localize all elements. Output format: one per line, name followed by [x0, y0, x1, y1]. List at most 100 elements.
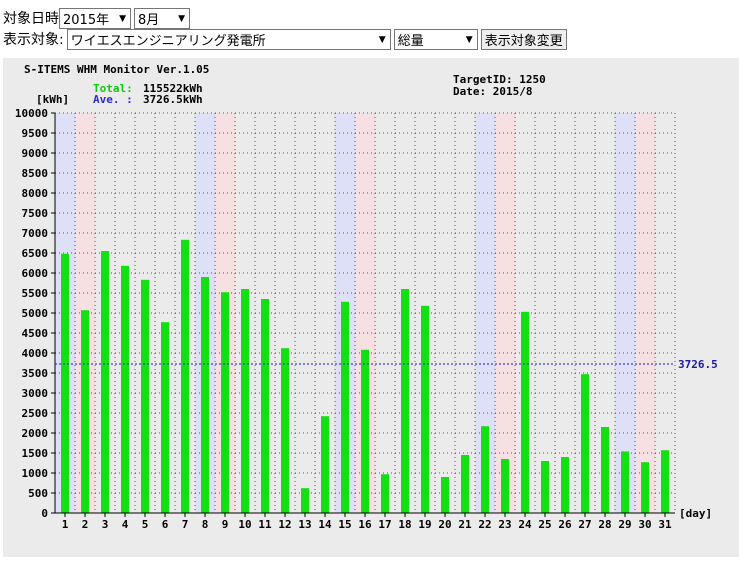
x-tick-label: 31 [658, 518, 672, 531]
bar-day-31 [661, 450, 669, 513]
bar-day-4 [121, 265, 129, 513]
target-select[interactable]: ワイエスエンジニアリング発電所 ▼ [66, 29, 391, 50]
y-tick-label: 7500 [22, 207, 49, 220]
year-select[interactable]: 2015年 ▼ [59, 8, 131, 29]
x-tick-label: 21 [458, 518, 472, 531]
total-value: 115522kWh [143, 82, 203, 95]
y-tick-label: 2500 [22, 407, 49, 420]
bar-day-9 [221, 292, 229, 513]
year-select-value: 2015年 [63, 13, 110, 28]
chevron-down-icon: ▼ [178, 13, 185, 24]
x-tick-label: 1 [62, 518, 69, 531]
x-tick-labels: 1 2 3 4 5 6 7 8 9 10 11 12 13 14 15 16 17 18 19 20 21 22 23 24 2… [62, 513, 672, 531]
chart-svg: 0 500 1000 1500 2000 2500 3000 3500 4000 4500 5000… [3, 58, 739, 557]
bar-day-2 [81, 310, 89, 513]
y-tick-label: 2000 [22, 427, 49, 440]
y-tick-label: 500 [28, 487, 48, 500]
x-tick-label: 10 [238, 518, 251, 531]
chevron-down-icon: ▼ [465, 34, 473, 45]
target-select-value: ワイエスエンジニアリング発電所 [70, 34, 266, 49]
bar-day-1 [61, 253, 69, 514]
total-label: Total: [93, 82, 133, 95]
x-tick-label: 26 [558, 518, 572, 531]
y-tick-labels: 0 500 1000 1500 2000 2500 3000 3500 4000 4500 5000… [15, 107, 55, 520]
x-tick-label: 19 [418, 518, 431, 531]
x-tick-label: 9 [222, 518, 229, 531]
y-tick-label: 1000 [22, 467, 49, 480]
bar-day-7 [181, 239, 189, 514]
x-tick-label: 13 [298, 518, 311, 531]
y-tick-label: 7000 [22, 227, 49, 240]
bar-day-5 [141, 279, 149, 513]
chart-title: S-ITEMS WHM Monitor Ver.1.05 [24, 63, 209, 76]
x-tick-label: 17 [378, 518, 391, 531]
bar-day-8 [201, 277, 209, 513]
bar-day-20 [441, 477, 449, 513]
bar-day-29 [621, 451, 629, 513]
month-select[interactable]: 8月 ▼ [134, 8, 190, 29]
bar-day-24 [521, 311, 529, 513]
bar-day-11 [261, 299, 269, 513]
bar-day-22 [481, 426, 489, 513]
y-tick-label: 8500 [22, 167, 49, 180]
x-tick-label: 8 [202, 518, 209, 531]
x-tick-label: 23 [498, 518, 511, 531]
y-tick-label: 3000 [22, 387, 49, 400]
y-tick-label: 4000 [22, 347, 49, 360]
chart-date-text: Date: 2015/8 [453, 85, 532, 98]
target-id-text: TargetID: 1250 [453, 73, 546, 86]
x-tick-label: 27 [578, 518, 591, 531]
bar-day-12 [281, 348, 289, 513]
x-tick-label: 25 [538, 518, 551, 531]
y-tick-label: 6000 [22, 267, 49, 280]
x-tick-label: 16 [358, 518, 372, 531]
chevron-down-icon: ▼ [119, 13, 126, 24]
change-target-button[interactable]: 表示対象変更 [480, 29, 567, 50]
chart-panel: 0 500 1000 1500 2000 2500 3000 3500 4000 4500 5000… [0, 58, 739, 557]
y-axis-label: [kWh] [36, 93, 69, 106]
y-tick-label: 5500 [22, 287, 49, 300]
y-tick-label: 3500 [22, 367, 49, 380]
bar-day-28 [601, 427, 609, 513]
bar-day-16 [361, 349, 369, 513]
bar-series [61, 239, 669, 514]
metric-select[interactable]: 総量 ▼ [393, 29, 478, 50]
x-tick-label: 24 [518, 518, 532, 531]
bar-day-15 [341, 301, 349, 513]
bar-day-21 [461, 455, 469, 513]
x-tick-label: 3 [102, 518, 109, 531]
bar-day-27 [581, 374, 589, 513]
y-tick-label: 9500 [22, 127, 49, 140]
target-label: 表示対象: [3, 31, 64, 48]
month-select-value: 8月 [138, 13, 160, 28]
x-tick-label: 6 [162, 518, 169, 531]
x-tick-label: 14 [318, 518, 332, 531]
bar-day-14 [321, 416, 329, 513]
x-tick-label: 29 [618, 518, 631, 531]
bar-day-23 [501, 459, 509, 513]
x-tick-label: 18 [398, 518, 411, 531]
y-tick-label: 6500 [22, 247, 49, 260]
x-tick-label: 15 [338, 518, 351, 531]
y-tick-label: 0 [41, 507, 48, 520]
x-tick-label: 2 [82, 518, 89, 531]
y-tick-label: 9000 [22, 147, 49, 160]
bar-day-19 [421, 305, 429, 513]
x-tick-label: 28 [598, 518, 611, 531]
metric-select-value: 総量 [397, 34, 424, 49]
bar-day-18 [401, 289, 409, 513]
x-tick-label: 7 [182, 518, 189, 531]
x-tick-label: 12 [278, 518, 291, 531]
bar-day-3 [101, 251, 109, 513]
bar-day-26 [561, 457, 569, 513]
x-tick-label: 4 [122, 518, 129, 531]
x-tick-label: 11 [258, 518, 272, 531]
bar-day-10 [241, 289, 249, 513]
chevron-down-icon: ▼ [378, 34, 386, 45]
average-line-group: 3726.5 [55, 358, 718, 371]
bar-day-13 [301, 488, 309, 513]
y-tick-label: 4500 [22, 327, 49, 340]
bar-day-25 [541, 461, 549, 513]
y-tick-label: 1500 [22, 447, 49, 460]
x-tick-label: 22 [478, 518, 491, 531]
